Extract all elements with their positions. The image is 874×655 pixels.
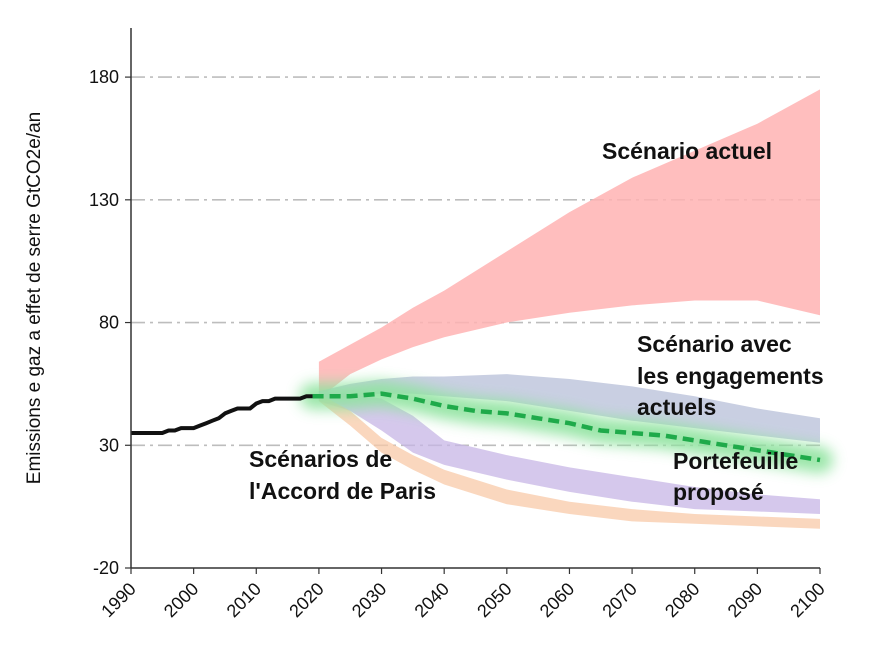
x-tick-label: 2050 bbox=[473, 579, 515, 621]
x-tick-labels: 1990 2000 2010 2020 2030 2040 2050 2060 2070 2080… bbox=[97, 568, 829, 621]
y-tick-label: -20 bbox=[93, 558, 119, 578]
band-pledges bbox=[318, 374, 820, 443]
portfolio-line bbox=[312, 391, 821, 463]
y-tick-label: 80 bbox=[99, 313, 119, 333]
x-tick-label: 2090 bbox=[724, 579, 766, 621]
x-tick-label: 2080 bbox=[661, 579, 703, 621]
x-tick-label: 2060 bbox=[536, 579, 578, 621]
annotation-portfolio-line1: Portefeuille bbox=[673, 448, 798, 474]
x-tick-label: 2000 bbox=[160, 579, 202, 621]
x-tick-label: 2100 bbox=[786, 579, 828, 621]
y-tick-label: 130 bbox=[89, 190, 119, 210]
band-paris_orange bbox=[318, 393, 820, 529]
x-tick-label: 2030 bbox=[348, 579, 390, 621]
annotation-paris-line2: l'Accord de Paris bbox=[249, 478, 436, 504]
x-tick-label: 2040 bbox=[411, 579, 453, 621]
y-tick-labels: 180 130 80 30 -20 bbox=[89, 67, 131, 578]
annotation-current-scenario: Scénario actuel bbox=[602, 138, 772, 164]
historical-line bbox=[131, 394, 313, 435]
y-tick-label: 180 bbox=[89, 67, 119, 87]
annotation-paris-line1: Scénarios de bbox=[249, 446, 392, 472]
band-current bbox=[318, 89, 820, 399]
y-tick-label: 30 bbox=[99, 435, 119, 455]
x-tick-label: 2010 bbox=[223, 579, 265, 621]
historical-line-group bbox=[131, 394, 313, 435]
portfolio-line-group bbox=[299, 380, 833, 473]
annotation-pledges-line3: actuels bbox=[637, 394, 716, 420]
annotation-pledges-line1: Scénario avec bbox=[637, 331, 792, 357]
data-bands bbox=[318, 89, 820, 529]
annotation-portfolio-line2: proposé bbox=[673, 479, 764, 505]
x-tick-label: 1990 bbox=[97, 579, 139, 621]
x-tick-label: 2020 bbox=[285, 579, 327, 621]
y-axis-label: Emissions e gaz a effet de serre GtCO2e/… bbox=[24, 112, 45, 484]
x-tick-label: 2070 bbox=[598, 579, 640, 621]
annotation-pledges-line2: les engagements bbox=[637, 363, 824, 389]
